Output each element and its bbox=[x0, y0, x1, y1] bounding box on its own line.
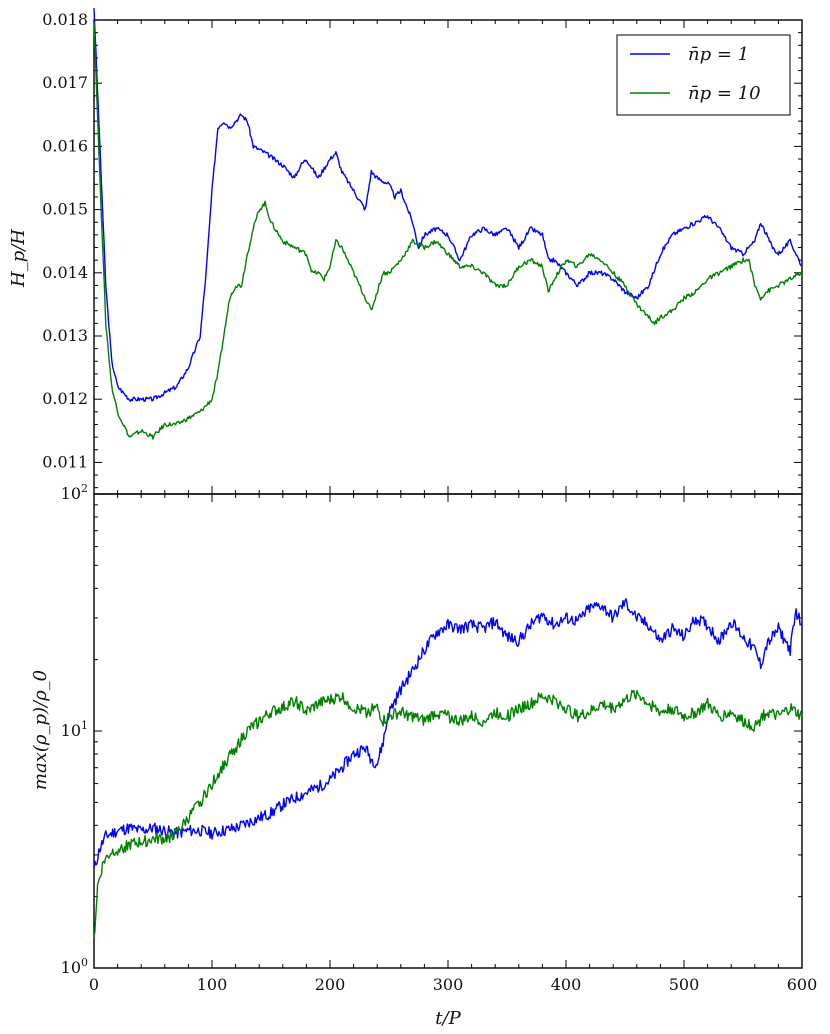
x-tick-label: 0 bbox=[89, 975, 99, 994]
top-y-tick-label: 0.016 bbox=[42, 136, 88, 155]
top-y-tick-label: 0.018 bbox=[42, 10, 88, 29]
top-y-tick-labels: 0.011 0.012 0.013 0.014 0.015 0.016 0.017 0.018 bbox=[42, 10, 88, 471]
bottom-series-group bbox=[93, 598, 803, 938]
bottom-x-tick-labels: 0 100 200 300 400 500 600 bbox=[89, 975, 817, 994]
legend-label-np1: n̄p = 1 bbox=[688, 44, 749, 65]
legend-box bbox=[616, 34, 791, 116]
x-tick-label: 300 bbox=[433, 975, 464, 994]
top-series-group bbox=[93, 8, 803, 440]
top-y-tick-label: 0.015 bbox=[42, 200, 88, 219]
top-y-tick-label: 0.011 bbox=[42, 452, 88, 471]
bottom-plot-frame bbox=[93, 493, 803, 969]
top-panel: 0.011 0.012 0.013 0.014 0.015 0.016 0.017 0.018… bbox=[8, 8, 803, 495]
top-y-tick-label: 0.013 bbox=[42, 326, 88, 345]
x-axis-label: t/P bbox=[435, 1008, 461, 1029]
bottom-y-tick-label: 102 bbox=[61, 482, 88, 503]
top-y-tick-label: 0.017 bbox=[42, 73, 88, 92]
legend-label-np10: n̄p = 10 bbox=[688, 83, 761, 104]
bottom-series-line-np1 bbox=[93, 598, 803, 868]
bottom-ticks bbox=[93, 493, 803, 969]
top-series-line-np10 bbox=[93, 22, 803, 440]
bottom-series-line-np10 bbox=[93, 689, 803, 938]
top-series-line-np1 bbox=[93, 8, 803, 403]
top-y-tick-label: 0.014 bbox=[42, 263, 88, 282]
x-tick-label: 500 bbox=[669, 975, 700, 994]
bottom-y-tick-label: 100 bbox=[61, 956, 88, 977]
legend: n̄p = 1 n̄p = 10 bbox=[616, 34, 791, 116]
bottom-y-tick-label: 101 bbox=[61, 719, 88, 740]
top-y-axis-label: H_p/H bbox=[8, 229, 29, 288]
bottom-y-tick-labels: 100 101 102 bbox=[61, 482, 88, 977]
x-tick-label: 400 bbox=[551, 975, 582, 994]
x-tick-label: 100 bbox=[197, 975, 228, 994]
bottom-y-axis-label: max(ρ_p)/ρ_0 bbox=[30, 670, 51, 790]
x-tick-label: 200 bbox=[315, 975, 346, 994]
top-y-tick-label: 0.012 bbox=[42, 389, 88, 408]
x-tick-label: 600 bbox=[787, 975, 818, 994]
